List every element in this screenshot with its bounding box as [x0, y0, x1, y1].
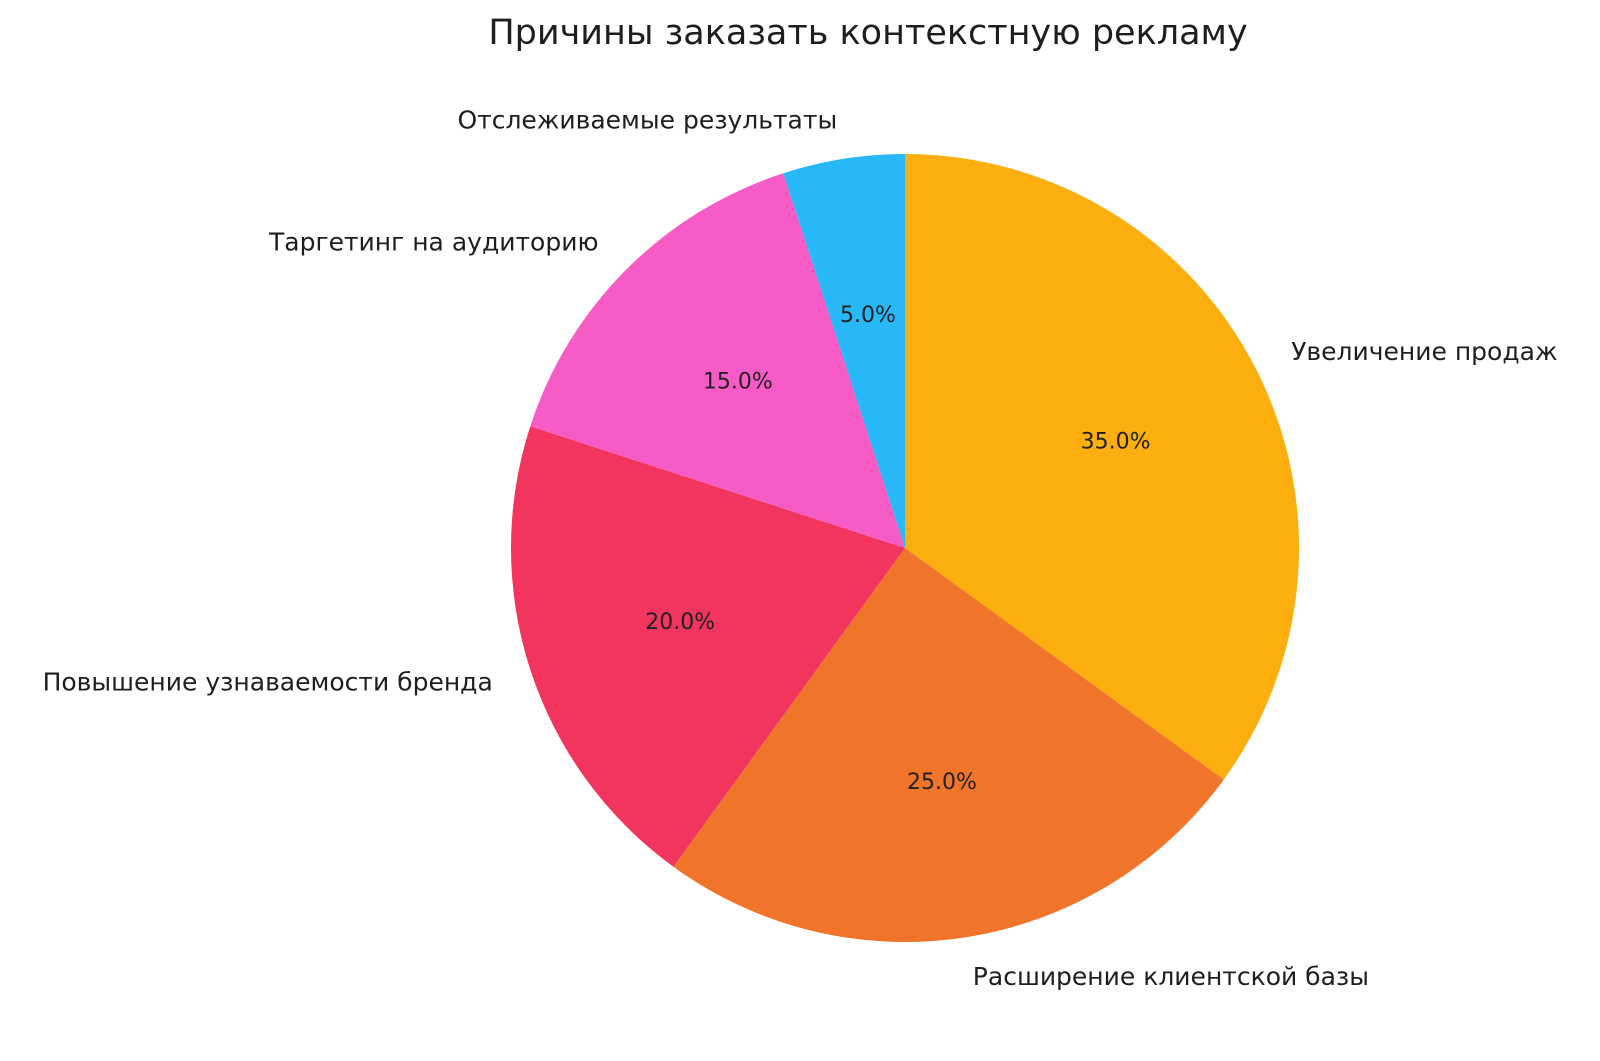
slice-percent-label-2: 25.0%	[907, 770, 977, 795]
slice-label-2: Расширение клиентской базы	[973, 962, 1369, 991]
slice-label-4: Таргетинг на аудиторию	[268, 227, 599, 256]
slice-percent-label-4: 15.0%	[703, 370, 773, 395]
pie-slice-4	[530, 173, 905, 548]
pie-slice-2	[673, 548, 1224, 942]
chart-title: Причины заказать контекстную рекламу	[488, 13, 1248, 53]
slice-label-1: Увеличение продаж	[1291, 337, 1557, 366]
slice-label-5: Отслеживаемые результаты	[457, 106, 837, 135]
slice-percent-label-1: 35.0%	[1081, 429, 1151, 454]
pie-slice-3	[510, 426, 905, 867]
slice-percent-label-3: 20.0%	[645, 610, 715, 635]
slice-label-3: Повышение узнаваемости бренда	[43, 668, 493, 697]
pie-slice-5	[783, 153, 905, 548]
slice-percent-label-5: 5.0%	[840, 303, 896, 328]
pie-slice-1	[905, 154, 1299, 780]
